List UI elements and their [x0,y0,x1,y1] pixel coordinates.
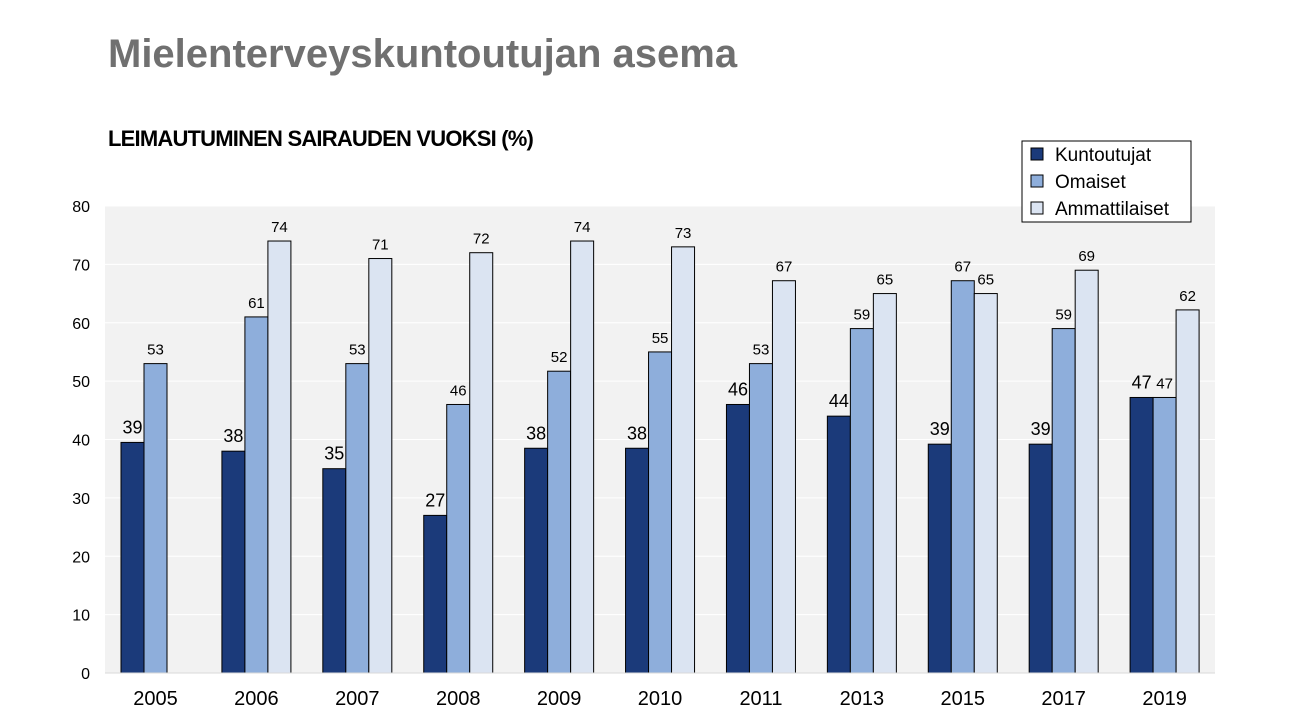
y-tick-label: 80 [72,199,90,216]
page-title: Mielenterveyskuntoutujan asema [108,32,738,76]
bar-ammattilaiset-2015 [973,293,998,674]
data-label: 62 [1179,288,1196,305]
y-tick-label: 60 [72,316,90,333]
data-label: 46 [450,382,467,399]
x-tick-label: 2007 [335,688,380,710]
y-tick-label: 30 [72,491,90,508]
x-tick-label: 2011 [739,688,782,710]
data-label: 38 [526,423,546,443]
bar-kuntoutujat-2019 [1129,396,1154,674]
bar-omaiset-2019 [1152,396,1177,674]
data-label: 73 [675,225,692,242]
data-label: 44 [829,391,849,411]
x-tick-label: 2006 [234,688,279,710]
y-tick-label: 70 [72,257,90,274]
bar-ammattilaiset-2017 [1074,269,1099,674]
bar-omaiset-2009 [547,370,572,674]
bar-ammattilaiset-2011 [771,280,796,674]
x-tick-label: 2009 [537,688,582,710]
data-labels: 39 53 38 61 74 35 53 71 27 46 72 38 52 74 38 55 73 46 53 67… [122,219,1195,510]
data-label: 55 [652,330,669,347]
x-tick-label: 2010 [638,688,683,710]
bar-ammattilaiset-2010 [671,246,696,674]
data-label: 69 [1078,248,1095,265]
data-label: 61 [248,295,265,312]
bar-kuntoutujat-2006 [221,450,246,674]
data-label: 71 [372,237,389,254]
data-label: 74 [271,219,288,236]
data-label: 46 [728,379,748,399]
bar-kuntoutujat-2013 [826,415,851,674]
x-tick-label: 2005 [133,688,178,710]
x-axis-ticks: 2005 2006 2007 2008 2009 2010 2011 2013 2015 2017… [133,688,1187,710]
x-tick-label: 2013 [840,688,885,710]
data-label: 53 [147,342,164,359]
bar-kuntoutujat-2010 [625,447,650,674]
bar-kuntoutujat-2011 [725,403,750,674]
data-label: 38 [223,426,243,446]
x-tick-label: 2019 [1142,688,1187,710]
bar-ammattilaiset-2007 [368,258,393,674]
legend-box [1021,140,1192,223]
x-tick-label: 2008 [436,688,481,710]
bar-omaiset-2006 [244,316,269,674]
legend-label: Ammattilaiset [1055,199,1170,220]
bar-omaiset-2007 [345,363,370,674]
bar-kuntoutujat-2005 [120,441,145,674]
y-tick-label: 0 [81,666,90,683]
data-label: 65 [877,272,894,289]
y-tick-label: 50 [72,374,90,391]
bar-kuntoutujat-2009 [524,447,549,674]
bar-omaiset-2011 [748,363,773,674]
data-label: 35 [324,444,344,464]
data-label: 72 [473,231,490,248]
chart-title: LEIMAUTUMINEN SAIRAUDEN VUOKSI (%) [108,126,534,151]
bar-ammattilaiset-2009 [570,240,595,674]
legend-swatch [1030,201,1044,215]
y-tick-label: 10 [72,608,90,625]
data-label: 59 [1055,307,1072,324]
data-label: 39 [122,417,142,437]
bar-ammattilaiset-2019 [1175,309,1200,674]
data-label: 59 [854,307,871,324]
data-label: 39 [1031,419,1051,439]
bar-omaiset-2013 [849,328,874,674]
data-label: 53 [753,342,770,359]
legend-swatch [1030,147,1044,161]
bar-omaiset-2008 [446,403,471,674]
bar-ammattilaiset-2008 [469,252,494,674]
x-tick-label: 2017 [1041,688,1086,710]
data-label: 38 [627,423,647,443]
data-label: 47 [1132,372,1152,392]
data-label: 52 [551,349,568,366]
y-axis-ticks: 0 10 20 30 40 50 60 70 80 [72,199,90,683]
data-label: 53 [349,342,366,359]
data-label: 27 [425,490,445,510]
data-label: 67 [954,259,971,276]
legend-label: Omaiset [1055,172,1126,193]
data-label: 47 [1156,375,1173,392]
bar-omaiset-2017 [1051,328,1076,674]
data-label: 39 [930,419,950,439]
legend-label: Kuntoutujat [1055,145,1152,166]
y-tick-label: 20 [72,549,90,566]
bar-kuntoutujat-2008 [423,514,448,674]
bar-kuntoutujat-2007 [322,468,347,674]
x-tick-label: 2015 [941,688,986,710]
legend-swatch [1030,174,1044,188]
y-tick-label: 40 [72,433,90,450]
data-label: 67 [776,259,793,276]
bar-omaiset-2010 [648,351,673,674]
data-label: 74 [574,219,591,236]
bar-omaiset-2005 [143,363,168,674]
legend: Kuntoutujat Omaiset Ammattilaiset [1021,140,1192,223]
bar-kuntoutujat-2017 [1028,443,1053,674]
bar-omaiset-2015 [950,280,975,674]
bar-ammattilaiset-2006 [267,240,292,674]
bar-kuntoutujat-2015 [927,443,952,674]
data-label: 65 [977,272,994,289]
bar-ammattilaiset-2013 [872,293,897,674]
